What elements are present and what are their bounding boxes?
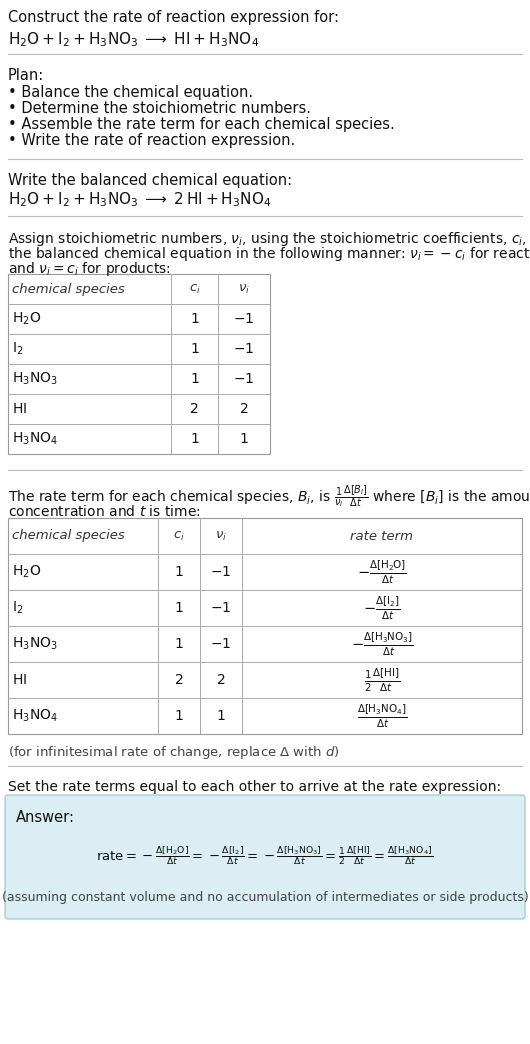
FancyBboxPatch shape xyxy=(5,794,525,919)
Text: $-1$: $-1$ xyxy=(210,565,232,579)
Text: 1: 1 xyxy=(190,432,199,446)
Text: 2: 2 xyxy=(174,673,183,687)
Text: Answer:: Answer: xyxy=(16,810,75,825)
Text: chemical species: chemical species xyxy=(12,529,125,543)
Text: $\mathrm{H_2O}$: $\mathrm{H_2O}$ xyxy=(12,564,41,580)
Text: (assuming constant volume and no accumulation of intermediates or side products): (assuming constant volume and no accumul… xyxy=(2,892,528,904)
Text: The rate term for each chemical species, $B_i$, is $\frac{1}{\nu_i}\frac{\Delta[: The rate term for each chemical species,… xyxy=(8,484,530,511)
Text: $c_i$: $c_i$ xyxy=(189,283,200,295)
Text: 1: 1 xyxy=(174,601,183,615)
Text: • Assemble the rate term for each chemical species.: • Assemble the rate term for each chemic… xyxy=(8,117,395,132)
Text: $\mathrm{H_3NO_4}$: $\mathrm{H_3NO_4}$ xyxy=(12,431,58,447)
Text: $1$: $1$ xyxy=(216,709,226,723)
Bar xyxy=(8,274,270,454)
Text: Plan:: Plan: xyxy=(8,68,44,84)
Text: chemical species: chemical species xyxy=(12,283,125,295)
Text: $\frac{\Delta[\mathrm{H_3NO_4}]}{\Delta t}$: $\frac{\Delta[\mathrm{H_3NO_4}]}{\Delta … xyxy=(357,703,407,730)
Text: 1: 1 xyxy=(190,342,199,356)
Text: Set the rate terms equal to each other to arrive at the rate expression:: Set the rate terms equal to each other t… xyxy=(8,780,501,794)
Text: $-1$: $-1$ xyxy=(233,342,254,356)
Text: $2$: $2$ xyxy=(216,673,226,687)
Text: $\mathrm{H_2O + I_2 + H_3NO_3 \;\longrightarrow\; 2\,HI + H_3NO_4}$: $\mathrm{H_2O + I_2 + H_3NO_3 \;\longrig… xyxy=(8,190,271,209)
Text: $-1$: $-1$ xyxy=(210,601,232,615)
Text: rate term: rate term xyxy=(350,529,413,543)
Text: $\mathrm{HI}$: $\mathrm{HI}$ xyxy=(12,402,27,416)
Text: Write the balanced chemical equation:: Write the balanced chemical equation: xyxy=(8,173,292,188)
Text: $-1$: $-1$ xyxy=(210,637,232,651)
Text: • Write the rate of reaction expression.: • Write the rate of reaction expression. xyxy=(8,133,295,148)
Text: the balanced chemical equation in the following manner: $\nu_i = -c_i$ for react: the balanced chemical equation in the fo… xyxy=(8,245,530,263)
Text: (for infinitesimal rate of change, replace $\Delta$ with $d$): (for infinitesimal rate of change, repla… xyxy=(8,744,340,761)
Text: $\mathrm{H_3NO_3}$: $\mathrm{H_3NO_3}$ xyxy=(12,636,58,652)
Text: 2: 2 xyxy=(190,402,199,416)
Text: $-\frac{\Delta[\mathrm{I_2}]}{\Delta t}$: $-\frac{\Delta[\mathrm{I_2}]}{\Delta t}$ xyxy=(364,594,401,622)
Text: $\nu_i$: $\nu_i$ xyxy=(215,529,227,543)
Text: $\mathrm{H_3NO_3}$: $\mathrm{H_3NO_3}$ xyxy=(12,371,58,387)
Text: $\mathrm{HI}$: $\mathrm{HI}$ xyxy=(12,673,27,687)
Text: 1: 1 xyxy=(190,372,199,386)
Text: 1: 1 xyxy=(174,709,183,723)
Text: $\nu_i$: $\nu_i$ xyxy=(238,283,250,295)
Text: Construct the rate of reaction expression for:: Construct the rate of reaction expressio… xyxy=(8,10,339,25)
Text: and $\nu_i = c_i$ for products:: and $\nu_i = c_i$ for products: xyxy=(8,260,171,278)
Text: $c_i$: $c_i$ xyxy=(173,529,185,543)
Text: concentration and $t$ is time:: concentration and $t$ is time: xyxy=(8,504,201,519)
Text: $\mathrm{H_2O + I_2 + H_3NO_3 \;\longrightarrow\; HI + H_3NO_4}$: $\mathrm{H_2O + I_2 + H_3NO_3 \;\longrig… xyxy=(8,30,259,49)
Text: $\mathrm{H_3NO_4}$: $\mathrm{H_3NO_4}$ xyxy=(12,708,58,725)
Text: 1: 1 xyxy=(174,565,183,579)
Text: $-\frac{\Delta[\mathrm{H_2O}]}{\Delta t}$: $-\frac{\Delta[\mathrm{H_2O}]}{\Delta t}… xyxy=(357,559,407,586)
Text: • Determine the stoichiometric numbers.: • Determine the stoichiometric numbers. xyxy=(8,101,311,116)
Text: $2$: $2$ xyxy=(240,402,249,416)
Text: $-1$: $-1$ xyxy=(233,372,254,386)
Text: • Balance the chemical equation.: • Balance the chemical equation. xyxy=(8,85,253,100)
Text: $\mathrm{rate} = -\frac{\Delta[\mathrm{H_2O}]}{\Delta t} = -\frac{\Delta[\mathrm: $\mathrm{rate} = -\frac{\Delta[\mathrm{H… xyxy=(96,845,434,868)
Text: $\mathrm{H_2O}$: $\mathrm{H_2O}$ xyxy=(12,311,41,327)
Text: $1$: $1$ xyxy=(239,432,249,446)
Text: $\frac{1}{2}\frac{\Delta[\mathrm{HI}]}{\Delta t}$: $\frac{1}{2}\frac{\Delta[\mathrm{HI}]}{\… xyxy=(364,666,400,693)
Text: $-1$: $-1$ xyxy=(233,312,254,326)
Text: $\mathrm{I_2}$: $\mathrm{I_2}$ xyxy=(12,600,23,616)
Text: 1: 1 xyxy=(174,637,183,651)
Text: Assign stoichiometric numbers, $\nu_i$, using the stoichiometric coefficients, $: Assign stoichiometric numbers, $\nu_i$, … xyxy=(8,230,530,248)
Text: $-\frac{\Delta[\mathrm{H_3NO_3}]}{\Delta t}$: $-\frac{\Delta[\mathrm{H_3NO_3}]}{\Delta… xyxy=(351,631,413,658)
Bar xyxy=(8,518,522,734)
Text: $\mathrm{I_2}$: $\mathrm{I_2}$ xyxy=(12,340,23,357)
Text: 1: 1 xyxy=(190,312,199,326)
